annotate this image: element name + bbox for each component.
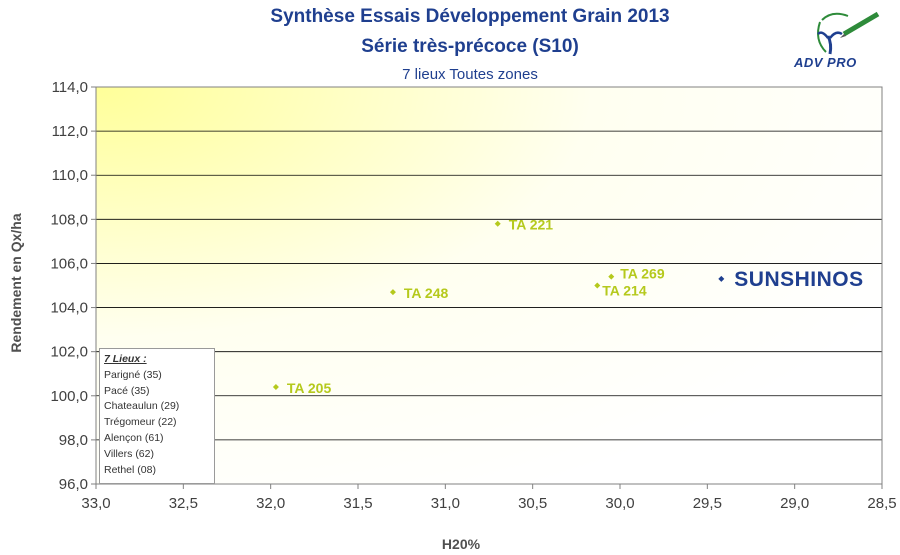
- point-label: TA 248: [404, 285, 449, 301]
- y-tick-label: 96,0: [59, 476, 88, 493]
- legend-item: Rethel (08): [104, 463, 156, 476]
- x-tick-label: 30,0: [605, 495, 634, 512]
- y-axis-ticks: 96,0 98,0 100,0 102,0 104,0 106,0 108,0 110,0 11…: [50, 79, 96, 493]
- adv-pro-logo-icon: [817, 11, 880, 55]
- legend-item: Chateaulun (29): [104, 400, 180, 413]
- point-marker: [494, 220, 501, 227]
- point-label: SUNSHINOS: [734, 268, 863, 291]
- y-tick-label: 114,0: [52, 79, 88, 96]
- point-marker: [718, 275, 725, 282]
- x-tick-label: 30,5: [518, 495, 547, 512]
- y-tick-label: 106,0: [50, 255, 88, 272]
- y-tick-label: 112,0: [52, 123, 88, 140]
- plot-area: [96, 87, 882, 484]
- y-tick-label: 104,0: [50, 300, 88, 317]
- x-axis-label: H20%: [442, 536, 481, 552]
- point-label: TA 205: [287, 380, 332, 396]
- x-tick-label: 28,5: [867, 495, 896, 512]
- legend-item: Parigné (35): [104, 368, 162, 381]
- chart-title: Synthèse Essais Développement Grain 2013: [270, 6, 670, 27]
- y-axis-label: Rendement en Qx/ha: [8, 213, 24, 352]
- y-tick-label: 108,0: [50, 211, 88, 228]
- legend-item: Pacé (35): [104, 384, 150, 397]
- locations-legend: 7 Lieux : Parigné (35) Pacé (35) Chateau…: [99, 348, 215, 484]
- legend-item: Villers (62): [104, 447, 154, 460]
- x-axis-ticks: 33,0 32,5 32,0 31,5 31,0 30,5 30,0 29,5 29,0 28,5: [81, 484, 897, 512]
- legend-item: Alençon (61): [104, 431, 164, 444]
- chart-subtitle-locations: 7 lieux Toutes zones: [402, 66, 538, 83]
- x-tick-label: 29,0: [780, 495, 809, 512]
- point-marker: [594, 282, 601, 289]
- y-tick-label: 102,0: [50, 344, 88, 361]
- point-label: TA 221: [509, 217, 554, 233]
- x-tick-label: 31,5: [343, 495, 372, 512]
- point-label: TA 214: [602, 283, 647, 299]
- y-tick-label: 98,0: [59, 432, 88, 449]
- x-tick-label: 29,5: [693, 495, 722, 512]
- legend-item: Trégomeur (22): [104, 416, 177, 429]
- x-tick-label: 32,5: [169, 495, 198, 512]
- point-label: TA 269: [620, 266, 665, 282]
- chart-subtitle-series: Série très-précoce (S10): [361, 36, 579, 57]
- logo-text: ADV PRO: [794, 55, 857, 70]
- y-tick-label: 110,0: [52, 167, 88, 184]
- x-tick-label: 31,0: [431, 495, 460, 512]
- point-marker: [272, 383, 279, 390]
- point-marker: [389, 289, 396, 296]
- x-tick-label: 32,0: [256, 495, 285, 512]
- point-marker: [608, 273, 615, 280]
- plot-border: [95, 86, 883, 485]
- y-tick-label: 100,0: [50, 388, 88, 405]
- legend-title: 7 Lieux :: [104, 353, 147, 365]
- x-tick-label: 33,0: [81, 495, 110, 512]
